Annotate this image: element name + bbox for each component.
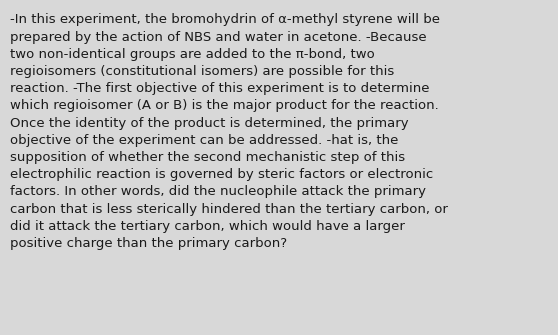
Text: -In this experiment, the bromohydrin of α-methyl styrene will be
prepared by the: -In this experiment, the bromohydrin of … bbox=[10, 13, 448, 250]
